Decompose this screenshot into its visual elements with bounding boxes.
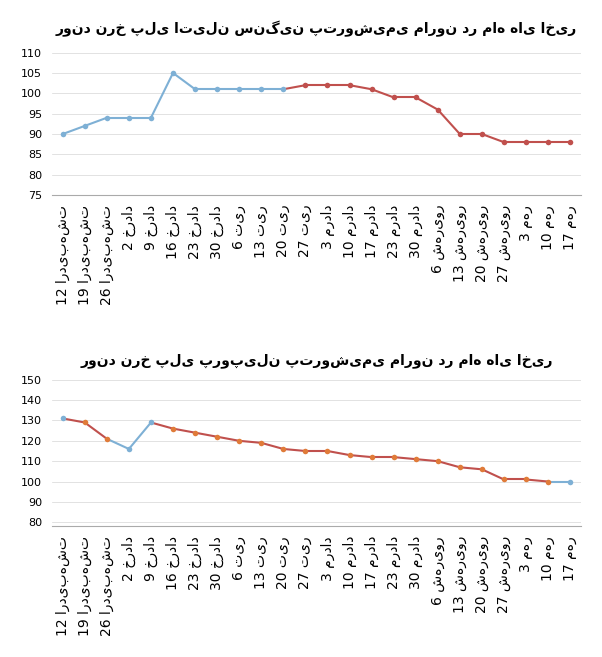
Title: روند نرخ پلی اتیلن سنگین پتروشیمی مارون در ماه های اخیر: روند نرخ پلی اتیلن سنگین پتروشیمی مارون …	[56, 21, 577, 37]
Title: روند نرخ پلی پروپیلن پتروشیمی مارون در ماه های اخیر: روند نرخ پلی پروپیلن پتروشیمی مارون در م…	[80, 353, 553, 369]
